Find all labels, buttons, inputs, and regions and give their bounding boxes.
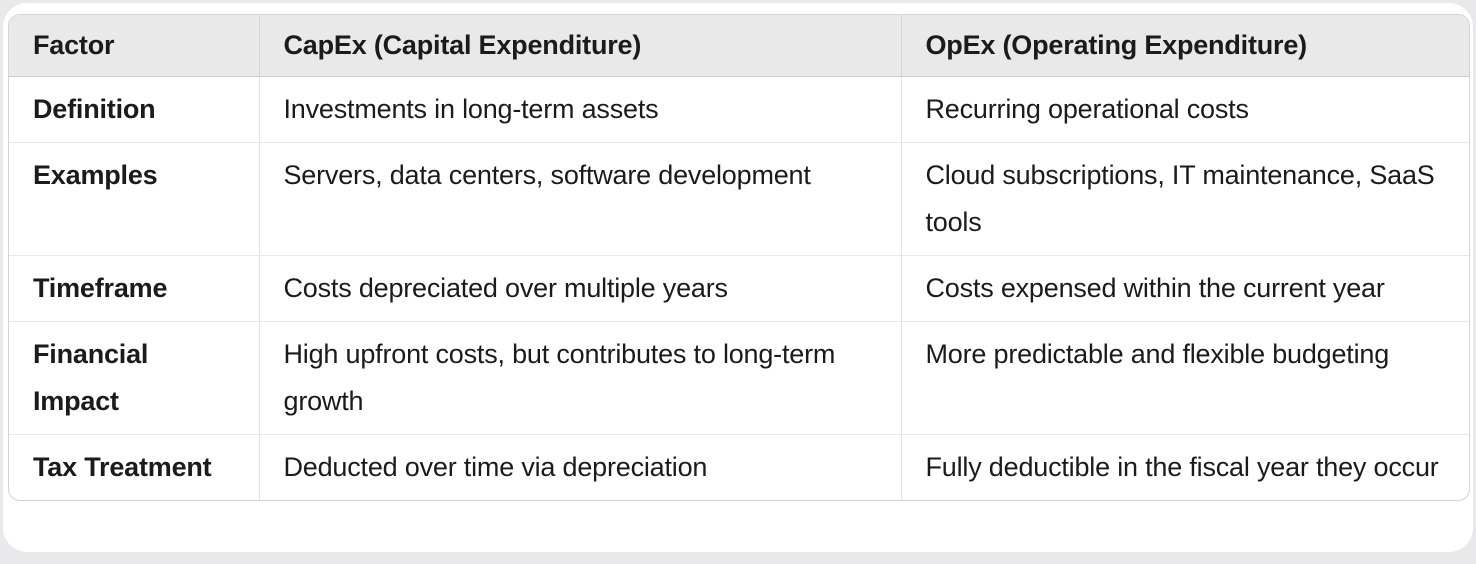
factor-cell: Timeframe [9,255,260,322]
opex-cell: Cloud subscriptions, IT maintenance, Saa… [901,142,1469,256]
capex-cell: Deducted over time via depreciation [259,434,902,500]
capex-cell: High upfront costs, but contributes to l… [259,321,902,435]
table-body: Definition Investments in long-term asse… [9,76,1469,500]
opex-cell: Costs expensed within the current year [901,255,1469,322]
capex-cell: Servers, data centers, software developm… [259,142,902,256]
table-row-financial-impact: Financial Impact High upfront costs, but… [9,321,1469,435]
factor-cell: Financial Impact [9,321,260,435]
factor-cell: Definition [9,76,260,143]
opex-cell: Recurring operational costs [901,76,1469,143]
comparison-table: Factor CapEx (Capital Expenditure) OpEx … [9,15,1469,500]
content-card: Factor CapEx (Capital Expenditure) OpEx … [3,3,1473,552]
factor-cell: Tax Treatment [9,434,260,500]
capex-cell: Costs depreciated over multiple years [259,255,902,322]
table-row-tax-treatment: Tax Treatment Deducted over time via dep… [9,434,1469,500]
table-row-definition: Definition Investments in long-term asse… [9,76,1469,143]
opex-cell: Fully deductible in the fiscal year they… [925,452,1439,482]
column-header-opex: OpEx (Operating Expenditure) [901,15,1469,77]
table-row-timeframe: Timeframe Costs depreciated over multipl… [9,255,1469,322]
opex-cell: More predictable and flexible budgeting [901,321,1469,435]
capex-opex-comparison-table: Factor CapEx (Capital Expenditure) OpEx … [8,14,1470,501]
table-row-examples: Examples Servers, data centers, software… [9,142,1469,256]
table-header: Factor CapEx (Capital Expenditure) OpEx … [9,15,1469,77]
column-header-capex: CapEx (Capital Expenditure) [259,15,902,77]
column-header-factor: Factor [9,15,260,77]
capex-cell: Investments in long-term assets [259,76,902,143]
header-row: Factor CapEx (Capital Expenditure) OpEx … [9,15,1469,77]
factor-cell: Examples [9,142,260,256]
